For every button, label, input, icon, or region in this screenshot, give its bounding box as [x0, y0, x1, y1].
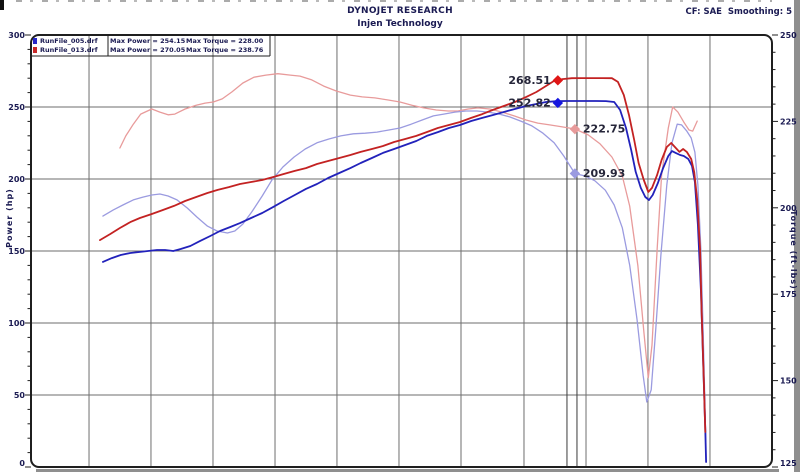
power-axis-title: Power (hp) [5, 188, 14, 248]
power-tick-label: 150 [8, 247, 25, 256]
value-marker-diamond [552, 75, 564, 86]
torque-tick-label: 225 [780, 117, 797, 126]
value-callout-label: 268.51 [508, 74, 550, 87]
run013-filename: RunFile_013.drf [40, 46, 98, 54]
run005-filename: RunFile_005.drf [40, 37, 98, 45]
value-marker-diamond [569, 123, 581, 135]
curve-runfile-005-drf-torque [102, 110, 707, 463]
torque-tick-label: 250 [780, 31, 797, 40]
run005-color-swatch [33, 38, 37, 44]
value-callout-label: 222.75 [583, 123, 625, 136]
report-subtitle: Injen Technology [357, 19, 443, 29]
legend-row-run013: RunFile_013.drf Max Power = 270.05 Max T… [31, 46, 271, 55]
right-edge-shadow [794, 0, 800, 472]
torque-tick-label: 175 [780, 290, 797, 299]
report-title: DYNOJET RESEARCH [347, 6, 453, 16]
run005-max-torque: Max Torque = 228.00 [186, 37, 264, 45]
cut-off-toolbar-text [16, 0, 772, 2]
value-marker-diamond [569, 168, 581, 179]
torque-tick-label: 150 [780, 377, 797, 386]
power-tick-label: 0 [19, 459, 25, 468]
value-marker-diamond [552, 97, 564, 109]
power-tick-label: 100 [8, 319, 25, 328]
curve-runfile-013-drf-torque [119, 73, 698, 379]
value-callout-label: 252.82 [508, 96, 550, 109]
run013-max-torque: Max Torque = 238.76 [186, 46, 264, 54]
window-edge-artifact [0, 0, 4, 10]
power-tick-label: 300 [8, 31, 25, 40]
curve-runfile-013-drf-power [99, 77, 707, 433]
torque-tick-label: 200 [780, 204, 797, 213]
run013-max-power: Max Power = 270.05 [110, 46, 186, 54]
run013-color-swatch [33, 47, 37, 53]
power-tick-label: 250 [8, 103, 25, 112]
value-callout-label: 209.93 [583, 167, 625, 180]
frame-drop-shadow [36, 469, 779, 472]
power-tick-label: 200 [8, 175, 25, 184]
report-header: DYNOJET RESEARCH Injen Technology [0, 6, 800, 29]
runs-legend: RunFile_005.drf Max Power = 254.15 Max T… [31, 36, 271, 56]
run005-max-power: Max Power = 254.15 [110, 37, 186, 45]
power-tick-label: 50 [14, 391, 26, 400]
torque-tick-label: 125 [780, 459, 797, 468]
curve-runfile-005-drf-power [102, 100, 707, 463]
legend-row-run005: RunFile_005.drf Max Power = 254.15 Max T… [31, 37, 271, 46]
correction-smoothing-info: CF: SAE Smoothing: 5 [685, 7, 792, 17]
torque-axis-title: Torque (ft-lbs) [789, 210, 798, 290]
